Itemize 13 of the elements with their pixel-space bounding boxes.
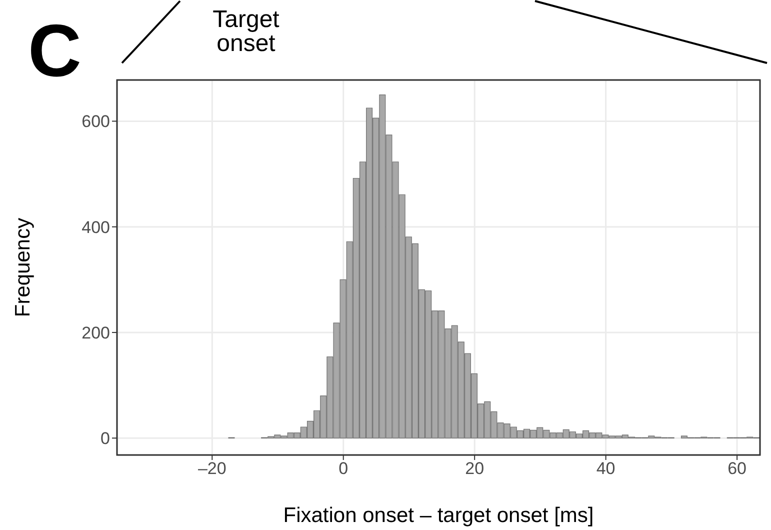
y-tick-label: 600 (82, 112, 110, 132)
x-tick-label: 20 (465, 459, 484, 478)
x-tick-label: 0 (338, 459, 348, 478)
text: C (28, 9, 82, 92)
y-tick-label: 200 (82, 324, 110, 342)
x-tick-label: –20 (198, 459, 226, 478)
text: Target onset (212, 6, 280, 57)
x-tick-label: 60 (728, 459, 746, 478)
y-axis-title: Frequency (11, 217, 34, 318)
y-tick-label: 400 (82, 218, 110, 237)
x-tick-label: 40 (596, 459, 616, 478)
y-tick-label: 0 (100, 429, 110, 448)
x-axis-title: Fixation onset – target onset [ms] (283, 504, 594, 527)
